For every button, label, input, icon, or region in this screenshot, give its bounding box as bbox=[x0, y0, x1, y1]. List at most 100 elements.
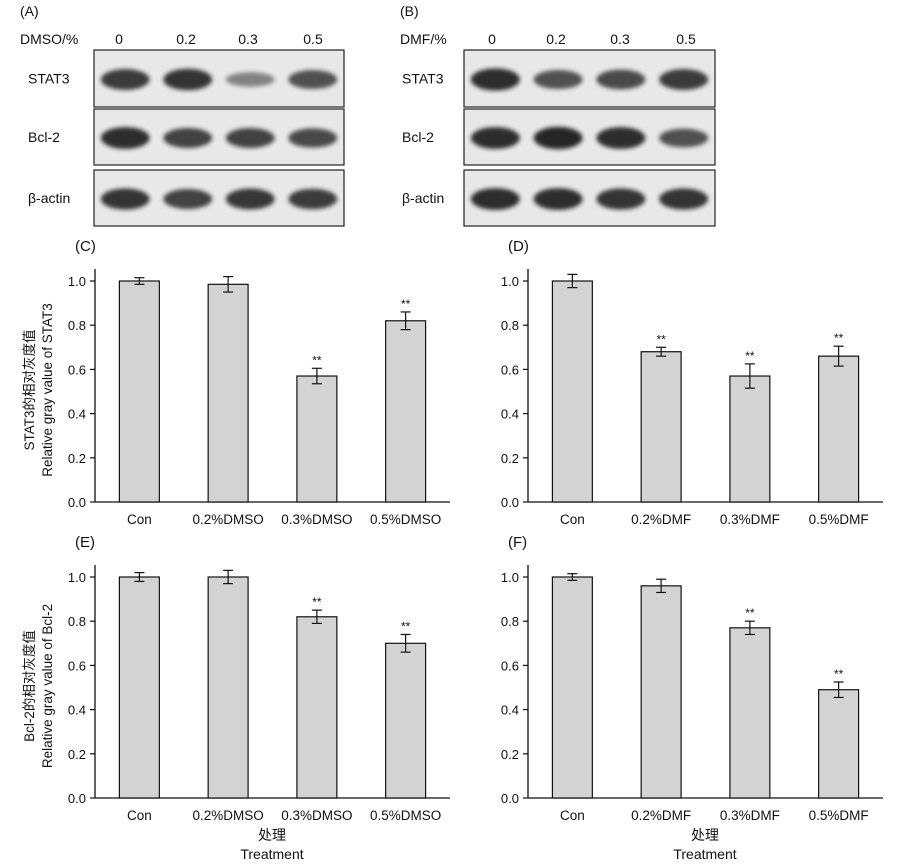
blot-band bbox=[225, 72, 275, 87]
x-tick-label: 0.3%DMSO bbox=[281, 808, 352, 823]
y-tick-label: 0.0 bbox=[501, 495, 519, 510]
blot-band bbox=[100, 127, 150, 149]
y-tick-label: 0.4 bbox=[501, 407, 519, 422]
x-tick-label: 0.2%DMSO bbox=[192, 808, 263, 823]
lane-label: 0 bbox=[115, 31, 123, 47]
y-axis-title-cn: STAT3的相对灰度值 bbox=[22, 329, 37, 450]
y-tick-label: 0.8 bbox=[68, 318, 86, 333]
panel-label: (D) bbox=[508, 238, 529, 255]
lane-label: 0.5 bbox=[676, 31, 696, 47]
blot-band bbox=[596, 127, 646, 149]
x-tick-label: 0.2%DMF bbox=[631, 808, 691, 823]
panel-label: (C) bbox=[75, 238, 96, 255]
blot-band bbox=[533, 126, 583, 150]
y-axis-title-row-2: Bcl-2的相对灰度值 Relative gray value of Bcl-2 bbox=[22, 604, 55, 768]
lane-label: 0 bbox=[488, 31, 496, 47]
lane-label: 0.2 bbox=[546, 31, 566, 47]
significance-mark: ** bbox=[312, 595, 322, 609]
bar bbox=[818, 689, 860, 799]
blot-row-label: STAT3 bbox=[402, 71, 444, 87]
blot-row--actin: β-actin bbox=[28, 169, 345, 227]
lane-label: 0.2 bbox=[176, 31, 196, 47]
y-tick-label: 0.0 bbox=[68, 791, 86, 806]
bar bbox=[640, 585, 682, 799]
y-tick-label: 0.2 bbox=[68, 451, 86, 466]
blot-row-stat3: STAT3 bbox=[28, 49, 345, 108]
blot-row-label: β-actin bbox=[402, 190, 444, 206]
blot-band bbox=[288, 188, 338, 210]
blot-row-label: Bcl-2 bbox=[28, 129, 60, 145]
blot-band bbox=[533, 69, 583, 90]
y-tick-label: 1.0 bbox=[68, 570, 86, 585]
y-tick-label: 0.4 bbox=[68, 407, 86, 422]
panel-label: (A) bbox=[20, 3, 39, 19]
blot-band bbox=[163, 189, 213, 209]
y-axis-title-row-1: STAT3的相对灰度值 Relative gray value of STAT3 bbox=[22, 303, 55, 477]
blot-band bbox=[533, 188, 583, 210]
x-tick-label: Con bbox=[127, 808, 152, 823]
bar bbox=[818, 355, 860, 503]
significance-mark: ** bbox=[656, 332, 666, 346]
blot-band bbox=[596, 188, 646, 210]
bar bbox=[207, 576, 249, 799]
x-tick-label: Con bbox=[560, 512, 585, 527]
y-tick-label: 0.0 bbox=[501, 791, 519, 806]
blot-band bbox=[163, 128, 213, 148]
bar bbox=[207, 283, 249, 503]
x-tick-label: 0.3%DMF bbox=[720, 512, 780, 527]
blot-row-label: β-actin bbox=[28, 190, 70, 206]
blot-band bbox=[596, 69, 646, 90]
blot-band bbox=[659, 69, 709, 90]
bar-charts: (C) 0.0 0.2 0.4 0.6 0.8 1.0 Con 0.2%DMSO ** 0.3%DM… bbox=[68, 238, 883, 823]
significance-mark: ** bbox=[401, 297, 411, 311]
blot-panel-left: (A) DMSO/% 0 0.2 0.3 0.5 STAT3 Bcl-2 β-actin bbox=[20, 3, 345, 227]
significance-mark: ** bbox=[312, 353, 322, 367]
x-axis-title-right: 处理 Treatment bbox=[673, 827, 736, 862]
blot-row-label: STAT3 bbox=[28, 71, 70, 87]
x-tick-label: 0.3%DMF bbox=[720, 808, 780, 823]
y-tick-label: 0.4 bbox=[68, 703, 86, 718]
blot-band bbox=[470, 68, 520, 91]
y-tick-label: 0.8 bbox=[68, 614, 86, 629]
lane-label: 0.3 bbox=[610, 31, 630, 47]
blot-panel-right: (B) DMF/% 0 0.2 0.3 0.5 STAT3 Bcl-2 β-actin bbox=[400, 3, 716, 227]
lane-label: 0.3 bbox=[238, 31, 258, 47]
x-axis-title-cn: 处理 bbox=[691, 827, 719, 843]
y-axis-title-en: Relative gray value of Bcl-2 bbox=[40, 604, 55, 768]
bar bbox=[551, 280, 593, 503]
panel-label: (B) bbox=[400, 3, 419, 19]
blot-band bbox=[225, 128, 275, 148]
y-tick-label: 0.2 bbox=[501, 451, 519, 466]
blot-band bbox=[100, 69, 150, 90]
y-axis-title-cn: Bcl-2的相对灰度值 bbox=[22, 630, 37, 742]
x-tick-label: Con bbox=[127, 512, 152, 527]
significance-mark: ** bbox=[834, 331, 844, 345]
significance-mark: ** bbox=[745, 349, 755, 363]
bar bbox=[118, 576, 160, 799]
blot-band bbox=[225, 188, 275, 210]
blot-band bbox=[470, 188, 520, 210]
y-tick-label: 1.0 bbox=[501, 274, 519, 289]
blot-band bbox=[659, 128, 709, 148]
blot-band bbox=[288, 128, 338, 148]
chart-c: (C) 0.0 0.2 0.4 0.6 0.8 1.0 Con 0.2%DMSO ** 0.3%DM… bbox=[68, 238, 450, 527]
y-tick-label: 0.6 bbox=[501, 362, 519, 377]
x-tick-label: 0.2%DMSO bbox=[192, 512, 263, 527]
blot-band bbox=[659, 188, 709, 210]
chart-f: (F) 0.0 0.2 0.4 0.6 0.8 1.0 Con 0.2%DMF ** 0.3%DMF… bbox=[501, 534, 883, 823]
bar bbox=[385, 320, 427, 503]
blot-row-stat3: STAT3 bbox=[402, 49, 716, 108]
y-axis-title-en: Relative gray value of STAT3 bbox=[40, 303, 55, 477]
y-tick-label: 0.2 bbox=[68, 747, 86, 762]
bar bbox=[640, 351, 682, 503]
y-tick-label: 0.6 bbox=[68, 658, 86, 673]
lane-label: 0.5 bbox=[303, 31, 323, 47]
x-tick-label: 0.2%DMF bbox=[631, 512, 691, 527]
x-tick-label: Con bbox=[560, 808, 585, 823]
y-tick-label: 0.6 bbox=[501, 658, 519, 673]
x-axis-title-en: Treatment bbox=[240, 846, 303, 862]
y-tick-label: 0.8 bbox=[501, 318, 519, 333]
x-tick-label: 0.5%DMSO bbox=[370, 512, 441, 527]
blot-row--actin: β-actin bbox=[402, 169, 716, 227]
significance-mark: ** bbox=[834, 667, 844, 681]
